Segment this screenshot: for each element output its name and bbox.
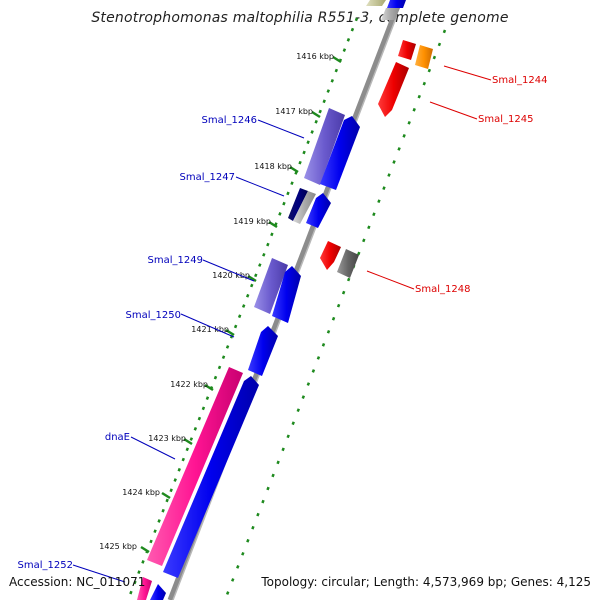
cds-smal-1249-purple [254, 258, 288, 314]
cds-smal-1252-blue [150, 584, 166, 600]
tick-label-1424: 1424 kbp [122, 488, 160, 497]
gene-label-smal-1249: Smal_1249 [148, 255, 203, 266]
tick-label-1420: 1420 kbp [212, 271, 250, 280]
gene-label-smal-1247: Smal_1247 [180, 172, 235, 183]
gene-label-dnae: dnaE [105, 432, 130, 443]
gene-label-smal-1252: Smal_1252 [18, 560, 73, 571]
gene-label-smal-1246: Smal_1246 [202, 115, 257, 126]
gene-label-smal-1250: Smal_1250 [126, 310, 181, 321]
cds-smal-1244-red [398, 40, 416, 60]
cds-dnae-blue [163, 376, 259, 578]
tick-label-1418: 1418 kbp [254, 162, 292, 171]
cds-smal-1250-blue [248, 326, 278, 376]
position-ticks [140, 55, 342, 554]
map-title: Stenotrophomonas maltophilia R551-3, com… [91, 10, 509, 26]
gene-label-smal-1244: Smal_1244 [492, 75, 547, 86]
genome-stats-label: Topology: circular; Length: 4,573,969 bp… [261, 575, 591, 589]
gc-content-track-inner [126, 17, 359, 600]
gene-label-smal-1248: Smal_1248 [415, 284, 470, 295]
cds-smal-1247-blue [306, 193, 331, 228]
tick-label-1425: 1425 kbp [99, 542, 137, 551]
tick-label-1417: 1417 kbp [275, 107, 313, 116]
cds-smal-1249-blue [272, 266, 301, 323]
tick-label-1416: 1416 kbp [296, 52, 334, 61]
cds-smal-1246-purple [304, 108, 345, 185]
cds-top-olive [366, 0, 386, 6]
cds-dnae-pink [147, 367, 243, 566]
gene-label-smal-1245: Smal_1245 [478, 114, 533, 125]
tick-label-1419: 1419 kbp [233, 217, 271, 226]
cds-smal-1244-orange [415, 45, 433, 69]
cds-smal-1247-gray [293, 191, 316, 224]
tick-label-1423: 1423 kbp [148, 434, 186, 443]
cds-smal-1247-navy [288, 188, 308, 221]
cds-top-blue [387, 0, 406, 8]
accession-label: Accession: NC_011071 [9, 575, 146, 589]
cds-top-gray [381, 8, 400, 20]
cds-smal-1246-blue [320, 116, 360, 190]
tick-label-1422: 1422 kbp [170, 380, 208, 389]
tick-label-1421: 1421 kbp [191, 325, 229, 334]
cds-smal-1248-red [320, 241, 341, 270]
cds-smal-1245-red [378, 62, 409, 117]
cds-smal-1248-gray [337, 249, 359, 278]
cds-smal-1252-pink [137, 577, 152, 600]
label-leaders [72, 65, 492, 583]
